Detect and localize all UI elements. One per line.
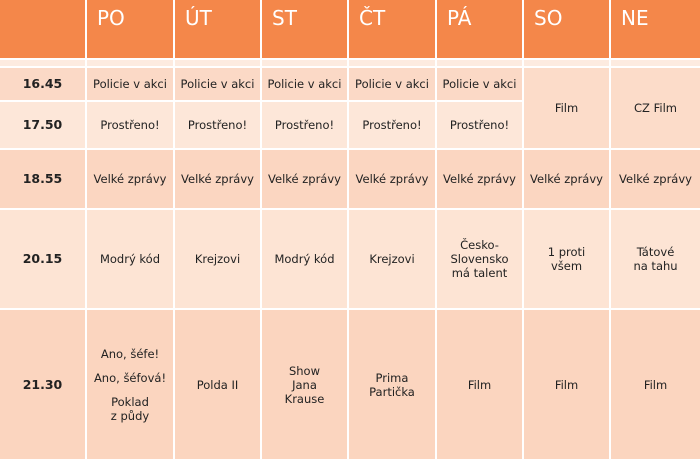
day-header: PÁ xyxy=(437,0,522,58)
program-cell: Velké zprávy xyxy=(175,150,260,208)
program-cell: Policie v akci xyxy=(262,68,347,100)
spacer xyxy=(0,60,85,66)
program-cell: Prostřeno! xyxy=(87,102,173,148)
program-cell: Velké zprávy xyxy=(349,150,435,208)
day-header: PO xyxy=(87,0,173,58)
program-cell: Prostřeno! xyxy=(175,102,260,148)
program-cell: Prostřeno! xyxy=(262,102,347,148)
program-cell: Film xyxy=(437,310,522,459)
program-cell: Prostřeno! xyxy=(437,102,522,148)
time: 17.50 xyxy=(0,102,85,148)
program-cell: Policie v akci xyxy=(437,68,522,100)
day-header: NE xyxy=(611,0,700,58)
program-cell: Modrý kód xyxy=(262,210,347,308)
program-cell: Velké zprávy xyxy=(87,150,173,208)
program-cell: Prima Partička xyxy=(349,310,435,459)
program: Ano, šéfová! xyxy=(93,370,167,385)
program-cell: Policie v akci xyxy=(87,68,173,100)
header-corner xyxy=(0,0,85,58)
day-header: SO xyxy=(524,0,609,58)
program-cell: Film xyxy=(611,310,700,459)
program-cell: Prostřeno! xyxy=(349,102,435,148)
program-cell: Show Jana Krause xyxy=(262,310,347,459)
spacer xyxy=(175,60,260,66)
program-cell: Česko- Slovensko má talent xyxy=(437,210,522,308)
program-cell: Film xyxy=(524,68,609,148)
program-cell: Krejzovi xyxy=(349,210,435,308)
spacer xyxy=(349,60,435,66)
program-cell: Policie v akci xyxy=(349,68,435,100)
day-header: ST xyxy=(262,0,347,58)
day-header: ČT xyxy=(349,0,435,58)
time: 20.15 xyxy=(0,210,85,308)
program: Poklad z půdy xyxy=(110,394,150,423)
time: 16.45 xyxy=(0,68,85,100)
program-cell: Velké zprávy xyxy=(611,150,700,208)
program-cell: Velké zprávy xyxy=(262,150,347,208)
program-cell: Velké zprávy xyxy=(524,150,609,208)
time: 21.30 xyxy=(0,310,85,459)
day-header: ÚT xyxy=(175,0,260,58)
time: 18.55 xyxy=(0,150,85,208)
program: Ano, šéfe! xyxy=(100,346,160,361)
program-cell: Krejzovi xyxy=(175,210,260,308)
program-cell: Policie v akci xyxy=(175,68,260,100)
spacer xyxy=(262,60,347,66)
program-cell: Film xyxy=(524,310,609,459)
program-cell: Velké zprávy xyxy=(437,150,522,208)
program-cell: Ano, šéfe! Ano, šéfová! Poklad z půdy xyxy=(87,310,173,459)
program-cell: Tátové na tahu xyxy=(611,210,700,308)
program-cell: Polda II xyxy=(175,310,260,459)
spacer xyxy=(611,60,700,66)
spacer xyxy=(437,60,522,66)
program-cell: 1 proti všem xyxy=(524,210,609,308)
spacer xyxy=(524,60,609,66)
program-cell: CZ Film xyxy=(611,68,700,148)
spacer xyxy=(87,60,173,66)
program-cell: Modrý kód xyxy=(87,210,173,308)
